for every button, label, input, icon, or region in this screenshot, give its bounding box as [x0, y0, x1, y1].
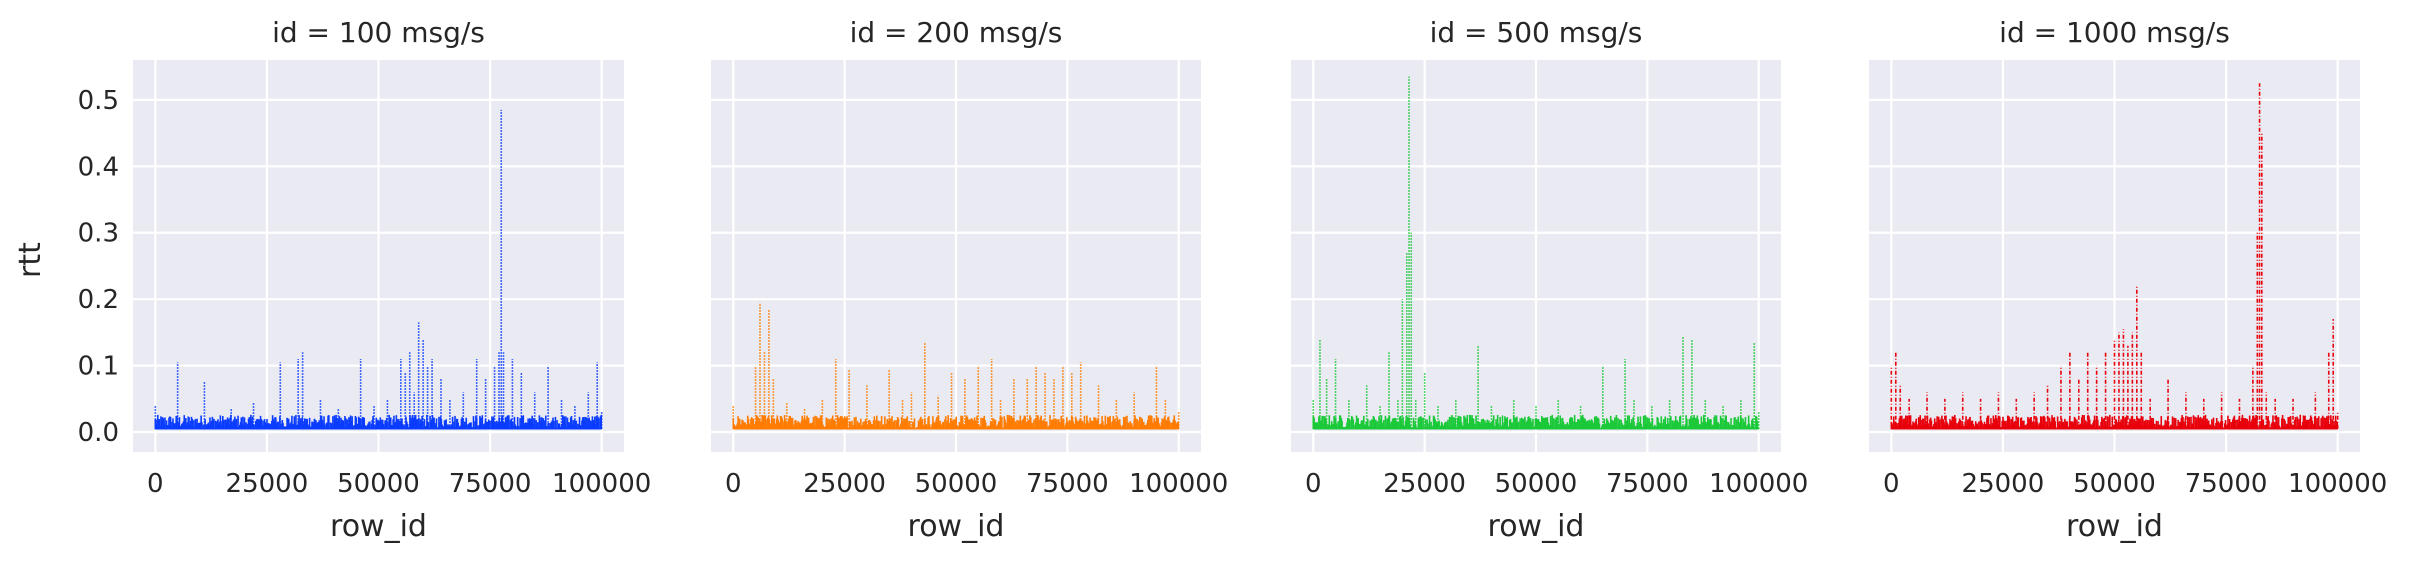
series-line — [732, 302, 1180, 430]
x-tick-label: 25000 — [1962, 469, 2045, 499]
x-axis-label: row_id — [330, 509, 427, 544]
x-tick-label: 25000 — [803, 469, 886, 499]
x-tick-label: 25000 — [226, 469, 309, 499]
y-axis-label: rtt — [13, 242, 48, 278]
x-axis-label: row_id — [2066, 509, 2163, 544]
x-tick-label: 75000 — [2185, 469, 2268, 499]
x-tick-label: 100000 — [552, 469, 651, 499]
panel-2: 0 25000 50000 75000 100000 id = 200 msg/s row_… — [711, 16, 1228, 544]
panel-3: 0 25000 50000 75000 100000 id = 500 msg/s row_… — [1291, 16, 1808, 544]
series-line — [154, 109, 603, 430]
x-tick-label: 50000 — [1495, 469, 1578, 499]
x-tick-label: 0 — [1883, 469, 1900, 499]
series-line — [1890, 83, 2339, 430]
series-line — [1312, 76, 1760, 430]
panel-title: id = 1000 msg/s — [1999, 16, 2230, 49]
x-tick-label: 100000 — [1709, 469, 1808, 499]
y-tick-label: 0.2 — [78, 285, 119, 315]
x-tick-label: 50000 — [2073, 469, 2156, 499]
y-tick-label: 0.4 — [78, 152, 119, 182]
x-tick-label: 0 — [1305, 469, 1322, 499]
y-tick-label: 0.1 — [78, 352, 119, 382]
x-tick-label: 100000 — [2288, 469, 2387, 499]
panel-title: id = 500 msg/s — [1430, 16, 1643, 49]
y-tick-label: 0.0 — [78, 418, 119, 448]
panel-title: id = 200 msg/s — [850, 16, 1063, 49]
x-tick-label: 25000 — [1383, 469, 1466, 499]
y-tick-label: 0.5 — [78, 86, 119, 116]
y-tick-label: 0.3 — [78, 219, 119, 249]
x-tick-label: 100000 — [1129, 469, 1228, 499]
panel-4: 0 25000 50000 75000 100000 id = 1000 msg/s row… — [1869, 16, 2387, 544]
x-tick-label: 75000 — [449, 469, 532, 499]
x-axis-label: row_id — [908, 509, 1005, 544]
x-tick-label: 75000 — [1606, 469, 1689, 499]
x-tick-label: 50000 — [337, 469, 420, 499]
panel-title: id = 100 msg/s — [272, 16, 485, 49]
x-tick-label: 0 — [147, 469, 164, 499]
x-axis-label: row_id — [1488, 509, 1585, 544]
x-tick-label: 0 — [725, 469, 742, 499]
panel-1: 0 25000 50000 75000 100000 0.0 0.1 0.2 0.3 0.4 0.5… — [78, 16, 652, 544]
x-tick-label: 50000 — [915, 469, 998, 499]
x-tick-label: 75000 — [1026, 469, 1109, 499]
